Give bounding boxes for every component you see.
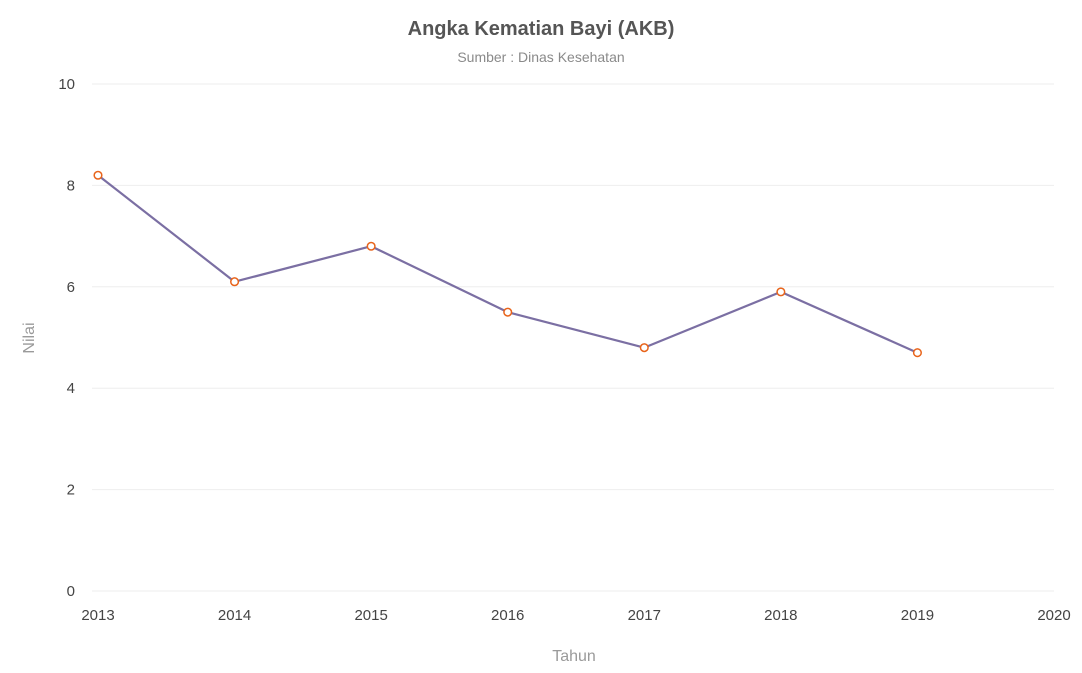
data-point-2016 bbox=[503, 307, 513, 317]
y-axis-title: Nilai bbox=[21, 322, 38, 353]
data-point-2017 bbox=[639, 343, 649, 353]
chart-title: Angka Kematian Bayi (AKB) bbox=[407, 18, 675, 40]
y-tick-label-4: 4 bbox=[67, 380, 75, 397]
x-tick-label-2014: 2014 bbox=[218, 607, 251, 624]
x-tick-label-2020: 2020 bbox=[1037, 607, 1070, 624]
y-tick-label-6: 6 bbox=[67, 279, 75, 296]
x-tick-label-2016: 2016 bbox=[491, 607, 524, 624]
data-point-2014 bbox=[230, 277, 240, 287]
series-lines bbox=[96, 174, 919, 354]
x-tick-label-2019: 2019 bbox=[901, 607, 934, 624]
data-point-2013 bbox=[93, 170, 103, 180]
y-tick-label-10: 10 bbox=[58, 76, 75, 93]
x-tick-label-2013: 2013 bbox=[81, 607, 114, 624]
y-tick-label-2: 2 bbox=[67, 482, 75, 499]
y-tick-label-0: 0 bbox=[67, 583, 75, 600]
data-point-2018 bbox=[776, 287, 786, 297]
x-tick-label-2018: 2018 bbox=[764, 607, 797, 624]
x-axis-ticks: 2013 2014 2015 2016 2017 2018 2019 2020 bbox=[81, 607, 1070, 624]
data-points bbox=[93, 170, 922, 358]
data-point-2015 bbox=[366, 241, 376, 251]
chart-subtitle: Sumber : Dinas Kesehatan bbox=[457, 49, 625, 65]
y-tick-label-8: 8 bbox=[67, 177, 75, 194]
x-tick-label-2017: 2017 bbox=[628, 607, 661, 624]
x-axis-title: Tahun bbox=[552, 648, 596, 665]
data-point-2019 bbox=[912, 348, 922, 358]
y-axis-ticks: 0 2 4 6 8 10 bbox=[58, 76, 75, 600]
grid-lines bbox=[92, 83, 1054, 592]
series-line-0 bbox=[96, 174, 919, 354]
x-tick-label-2015: 2015 bbox=[354, 607, 387, 624]
